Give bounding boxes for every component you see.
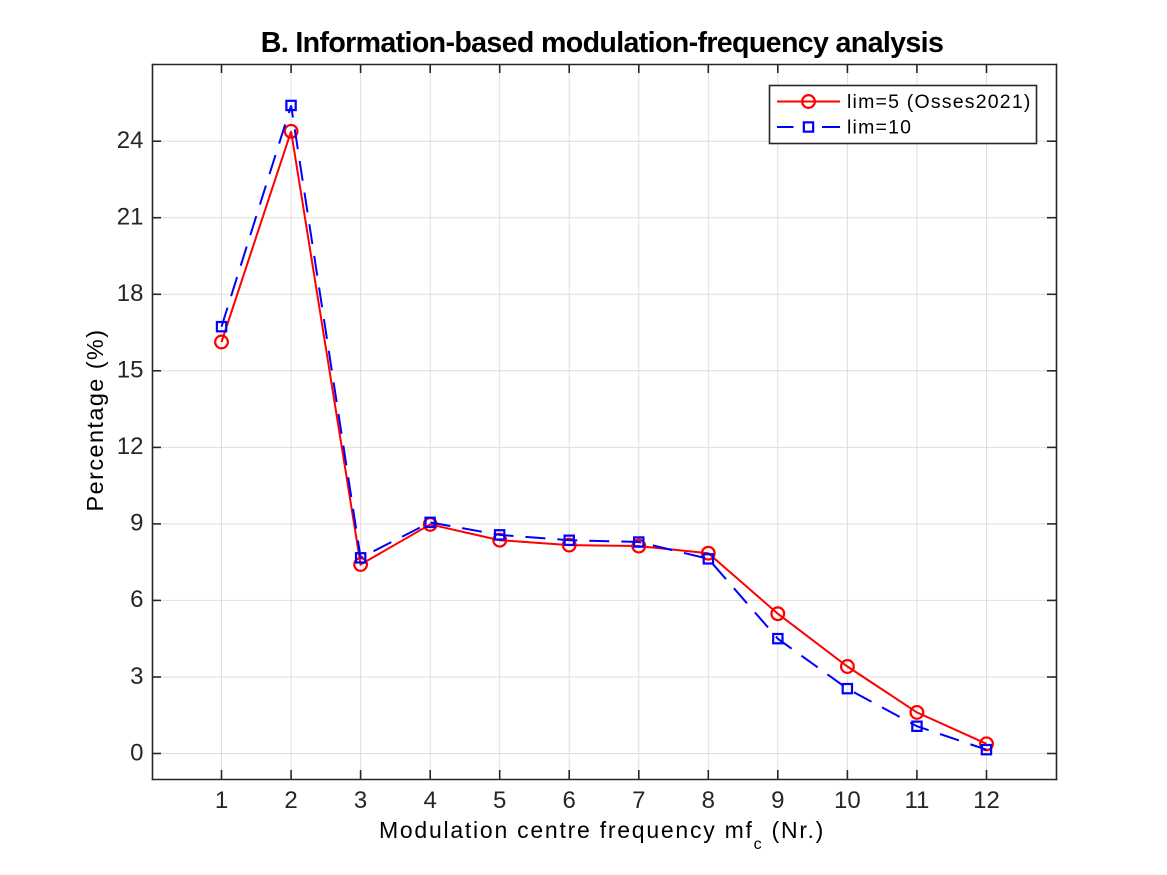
svg-text:3: 3	[354, 787, 367, 814]
svg-text:21: 21	[117, 204, 144, 231]
svg-text:5: 5	[493, 787, 506, 814]
svg-text:9: 9	[130, 510, 143, 537]
svg-text:4: 4	[424, 787, 437, 814]
svg-text:6: 6	[130, 586, 143, 613]
svg-text:15: 15	[117, 357, 144, 384]
svg-text:lim=10: lim=10	[847, 117, 912, 139]
svg-text:12: 12	[973, 787, 1000, 814]
svg-text:18: 18	[117, 280, 144, 307]
svg-text:Percentage (%): Percentage (%)	[82, 329, 108, 512]
svg-text:10: 10	[834, 787, 861, 814]
svg-text:0: 0	[130, 739, 143, 766]
svg-text:6: 6	[563, 787, 576, 814]
svg-text:1: 1	[215, 787, 228, 814]
svg-text:8: 8	[702, 787, 715, 814]
svg-text:lim=5 (Osses2021): lim=5 (Osses2021)	[847, 91, 1032, 113]
svg-text:7: 7	[632, 787, 645, 814]
svg-text:11: 11	[904, 787, 929, 814]
svg-text:9: 9	[771, 787, 784, 814]
svg-text:B. Information-based modulatio: B. Information-based modulation-frequenc…	[261, 27, 943, 59]
svg-text:24: 24	[117, 127, 144, 154]
svg-text:2: 2	[284, 787, 297, 814]
svg-text:12: 12	[117, 433, 144, 460]
svg-text:3: 3	[130, 663, 143, 690]
